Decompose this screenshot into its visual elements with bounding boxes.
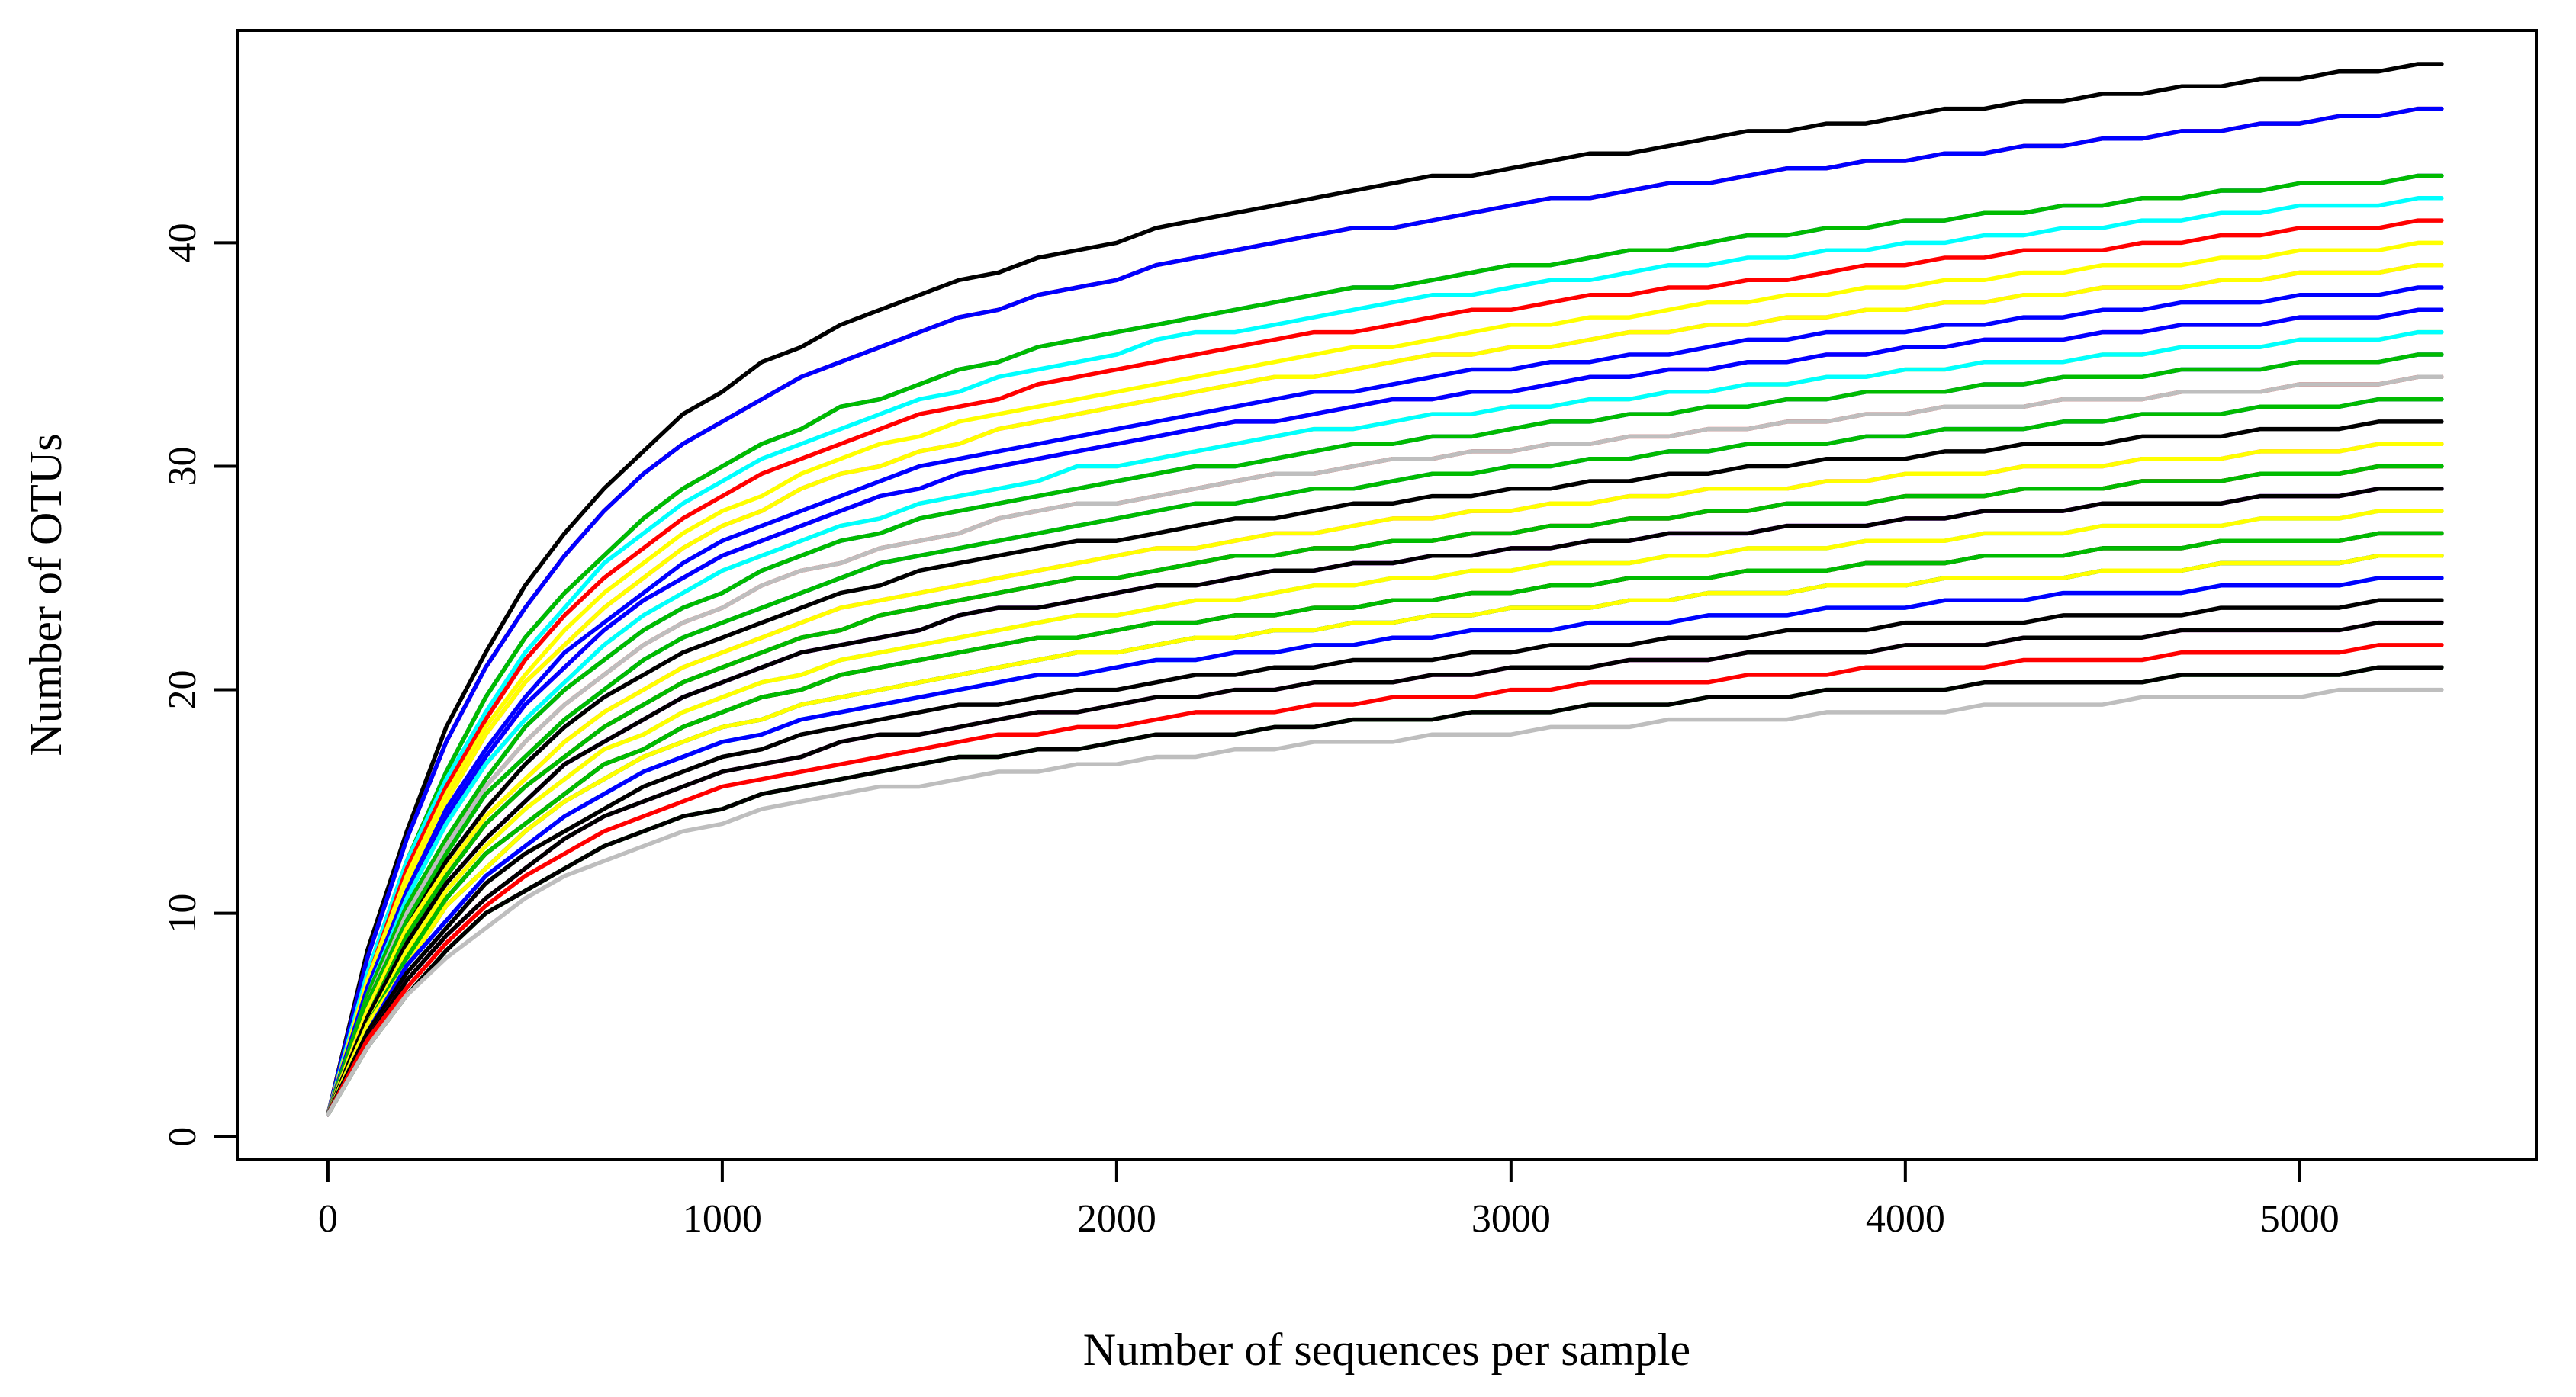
x-tick-label: 2000 bbox=[1077, 1197, 1156, 1241]
y-tick-label: 10 bbox=[161, 894, 204, 933]
series-line-44 bbox=[326, 620, 2444, 1117]
series-line-36 bbox=[326, 531, 2444, 1117]
series-line-17 bbox=[326, 352, 2444, 1117]
series-line-30 bbox=[326, 487, 2444, 1117]
series-line-43 bbox=[326, 620, 2444, 1117]
series-line-13 bbox=[326, 307, 2444, 1117]
x-tick-label: 5000 bbox=[2260, 1197, 2340, 1241]
series-line-8 bbox=[326, 240, 2444, 1117]
y-axis: 0 10 20 30 40 bbox=[161, 223, 239, 1147]
series-line-24 bbox=[326, 442, 2444, 1117]
series-line-39 bbox=[326, 553, 2444, 1117]
series-line-2 bbox=[326, 106, 2444, 1117]
series-line-3 bbox=[326, 106, 2444, 1117]
series-line-12 bbox=[326, 307, 2444, 1117]
series-line-42 bbox=[326, 598, 2444, 1117]
x-tick-label: 0 bbox=[318, 1197, 338, 1241]
series-line-22 bbox=[326, 419, 2444, 1117]
series-line-10 bbox=[326, 262, 2444, 1117]
series-line-15 bbox=[326, 329, 2444, 1117]
plot-frame bbox=[236, 29, 2538, 1161]
series-line-48 bbox=[326, 687, 2444, 1117]
series-line-35 bbox=[326, 531, 2444, 1117]
series-line-6 bbox=[326, 196, 2444, 1117]
series-line-34 bbox=[326, 531, 2444, 1117]
series-line-47 bbox=[326, 665, 2444, 1117]
x-axis: 0 1000 2000 3000 4000 5000 bbox=[318, 1158, 2379, 1241]
y-tick-label: 20 bbox=[161, 670, 204, 710]
y-tick-label: 40 bbox=[161, 223, 204, 262]
y-tick-label: 30 bbox=[161, 446, 204, 486]
series-line-18 bbox=[326, 374, 2444, 1117]
x-tick-label: 4000 bbox=[1866, 1197, 1945, 1241]
series-line-27 bbox=[326, 464, 2444, 1117]
x-tick-label: 3000 bbox=[1471, 1197, 1551, 1241]
y-tick-label: 0 bbox=[161, 1127, 204, 1147]
series-line-1 bbox=[326, 62, 2444, 1117]
x-axis-title: Number of sequences per sample bbox=[1083, 1325, 1690, 1375]
x-tick-label: 1000 bbox=[683, 1197, 762, 1241]
series-line-21 bbox=[326, 397, 2444, 1117]
series-line-5 bbox=[326, 173, 2444, 1117]
y-axis-title: Number of OTUs bbox=[21, 433, 71, 756]
series-line-41 bbox=[326, 576, 2444, 1117]
series-line-45 bbox=[326, 643, 2444, 1117]
curves-group bbox=[326, 62, 2444, 1117]
series-line-7 bbox=[326, 218, 2444, 1117]
series-line-33 bbox=[326, 509, 2444, 1117]
series-line-19 bbox=[326, 374, 2444, 1117]
series-line-11 bbox=[326, 285, 2444, 1117]
